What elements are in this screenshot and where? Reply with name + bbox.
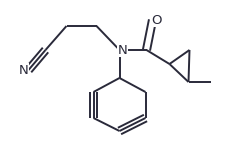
- Text: N: N: [118, 44, 128, 57]
- Text: O: O: [151, 14, 161, 27]
- Text: N: N: [19, 63, 28, 76]
